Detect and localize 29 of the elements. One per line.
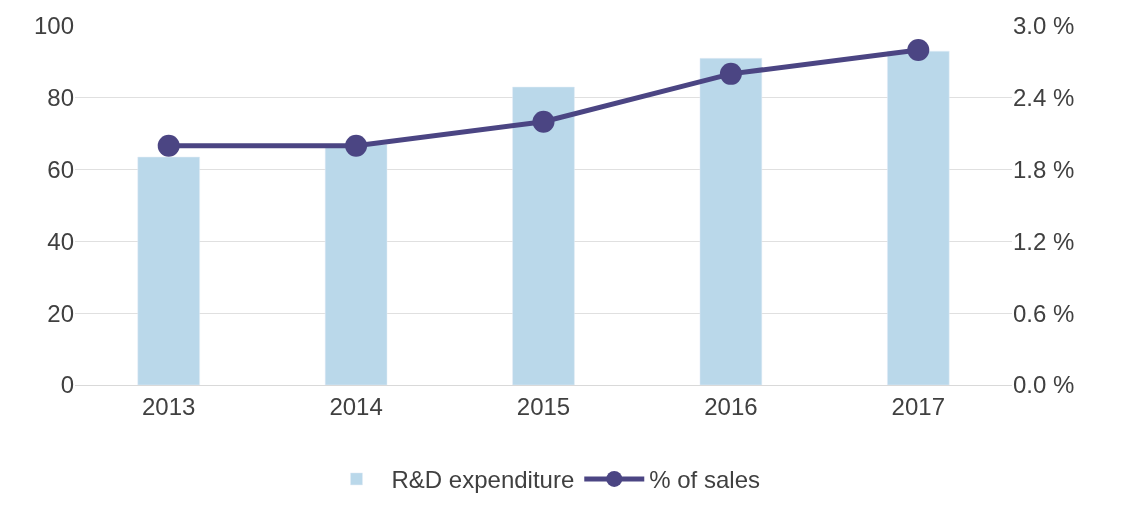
bar: [324, 144, 388, 385]
x-tick-label: 2015: [516, 392, 571, 420]
y2-tick-label: 1.8 %: [1013, 156, 1075, 183]
y2-tick-label: 0.0 %: [1013, 371, 1075, 399]
bar: [887, 50, 950, 385]
x-tick-label: 2016: [704, 392, 758, 420]
y2-tick-label: 0.6 %: [1013, 299, 1075, 327]
y-tick-label: 20: [47, 299, 74, 327]
point: [907, 38, 930, 61]
x-tick-label: 2013: [142, 392, 196, 420]
x-tick-label: 2014: [329, 392, 383, 420]
legend-label: % of sales: [649, 466, 760, 494]
y-tick-label: 60: [47, 156, 74, 183]
x-tick-label: 2017: [891, 392, 945, 420]
y2-tick-label: 3.0 %: [1013, 12, 1075, 40]
bar: [137, 156, 200, 385]
y-tick-label: 0: [60, 371, 74, 399]
point: [345, 134, 368, 157]
point: [719, 62, 742, 85]
point: [157, 134, 180, 157]
legend-label: R&D expenditure: [391, 466, 575, 494]
y-tick-label: 40: [47, 227, 74, 255]
bar: [512, 86, 575, 385]
bar: [699, 58, 763, 385]
y2-tick-label: 1.2 %: [1013, 227, 1075, 255]
point: [532, 110, 555, 133]
y-tick-label: 80: [47, 84, 74, 112]
y2-tick-label: 2.4 %: [1013, 84, 1075, 112]
y-tick-label: 100: [33, 12, 74, 40]
